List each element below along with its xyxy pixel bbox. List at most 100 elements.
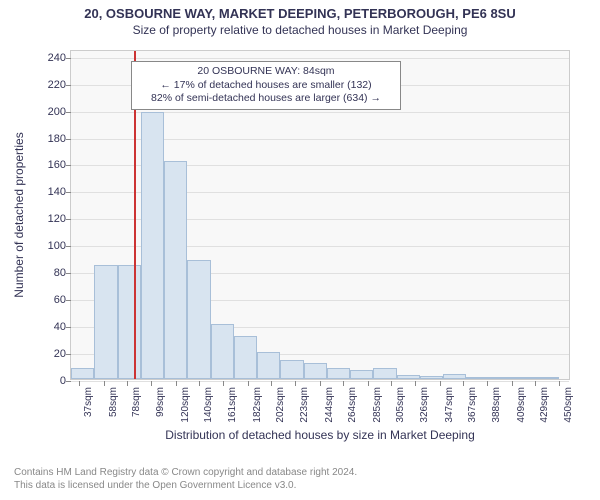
x-tick-mark [104,381,105,386]
histogram-bar [164,161,187,379]
x-tick-label: 37sqm [83,387,94,417]
x-tick-label: 305sqm [395,387,406,423]
histogram-bar [234,336,257,379]
y-tick-label: 80 [31,267,66,279]
y-tick-label: 240 [31,52,66,64]
chart-container: 20, OSBOURNE WAY, MARKET DEEPING, PETERB… [0,0,600,500]
y-tick-label: 180 [31,133,66,145]
x-tick-mark [176,381,177,386]
y-tick-mark [66,300,71,301]
plot-area: 02040608010012014016018020022024037sqm58… [70,50,570,380]
histogram-bar [71,368,94,379]
y-tick-label: 160 [31,159,66,171]
histogram-bar [397,375,420,379]
histogram-bar [466,377,489,379]
x-axis-label: Distribution of detached houses by size … [70,428,570,442]
x-tick-label: 388sqm [491,387,502,423]
histogram-bar [257,352,280,379]
histogram-bar [94,265,117,379]
x-tick-label: 429sqm [539,387,550,423]
annotation-line: 82% of semi-detached houses are larger (… [138,92,394,106]
histogram-bar [443,374,466,379]
y-tick-label: 60 [31,294,66,306]
x-tick-mark [487,381,488,386]
y-tick-mark [66,139,71,140]
x-tick-mark [79,381,80,386]
histogram-bar [211,324,234,379]
y-tick-mark [66,219,71,220]
y-tick-label: 100 [31,240,66,252]
x-tick-label: 120sqm [180,387,191,423]
x-tick-mark [415,381,416,386]
x-tick-label: 223sqm [299,387,310,423]
x-tick-mark [127,381,128,386]
y-tick-mark [66,58,71,59]
histogram-bar [141,112,164,379]
footer-line-2: This data is licensed under the Open Gov… [14,479,586,492]
x-tick-mark [368,381,369,386]
y-tick-mark [66,112,71,113]
y-tick-mark [66,246,71,247]
y-tick-label: 20 [31,348,66,360]
x-tick-label: 161sqm [227,387,238,423]
x-tick-mark [535,381,536,386]
histogram-bar [187,260,210,379]
x-tick-mark [391,381,392,386]
x-tick-mark [343,381,344,386]
x-tick-label: 347sqm [444,387,455,423]
chart-area: 02040608010012014016018020022024037sqm58… [70,50,570,380]
x-tick-mark [463,381,464,386]
x-tick-label: 58sqm [108,387,119,417]
y-tick-mark [66,381,71,382]
x-tick-label: 450sqm [563,387,574,423]
annotation-box: 20 OSBOURNE WAY: 84sqm← 17% of detached … [131,61,401,110]
x-tick-mark [271,381,272,386]
y-tick-label: 140 [31,186,66,198]
x-tick-mark [512,381,513,386]
x-tick-mark [295,381,296,386]
histogram-bar [373,368,396,379]
histogram-bar [280,360,303,379]
y-tick-mark [66,192,71,193]
y-tick-label: 0 [31,375,66,387]
annotation-line: 20 OSBOURNE WAY: 84sqm [138,65,394,79]
histogram-bar [304,363,327,379]
x-tick-mark [559,381,560,386]
y-tick-mark [66,85,71,86]
y-tick-label: 220 [31,79,66,91]
histogram-bar [327,368,350,379]
chart-title: 20, OSBOURNE WAY, MARKET DEEPING, PETERB… [0,0,600,21]
histogram-bar [420,376,443,379]
histogram-bar [490,377,513,379]
x-tick-mark [248,381,249,386]
histogram-bar [513,377,536,379]
histogram-bar [118,265,141,379]
x-tick-label: 182sqm [252,387,263,423]
x-tick-mark [223,381,224,386]
annotation-line: ← 17% of detached houses are smaller (13… [138,79,394,93]
y-tick-mark [66,165,71,166]
y-tick-label: 40 [31,321,66,333]
x-tick-label: 244sqm [324,387,335,423]
histogram-bar [536,377,559,379]
x-tick-label: 367sqm [467,387,478,423]
footer: Contains HM Land Registry data © Crown c… [14,466,586,492]
gridline [71,58,569,59]
histogram-bar [350,370,373,379]
y-tick-mark [66,273,71,274]
x-tick-label: 140sqm [203,387,214,423]
x-tick-label: 326sqm [419,387,430,423]
x-tick-label: 285sqm [372,387,383,423]
x-tick-label: 409sqm [516,387,527,423]
x-tick-mark [199,381,200,386]
y-tick-label: 200 [31,106,66,118]
x-tick-mark [440,381,441,386]
chart-subtitle: Size of property relative to detached ho… [0,21,600,39]
y-axis-label: Number of detached properties [12,0,26,215]
x-tick-mark [151,381,152,386]
y-tick-label: 120 [31,213,66,225]
y-tick-mark [66,354,71,355]
footer-line-1: Contains HM Land Registry data © Crown c… [14,466,586,479]
y-tick-mark [66,327,71,328]
x-tick-label: 202sqm [275,387,286,423]
